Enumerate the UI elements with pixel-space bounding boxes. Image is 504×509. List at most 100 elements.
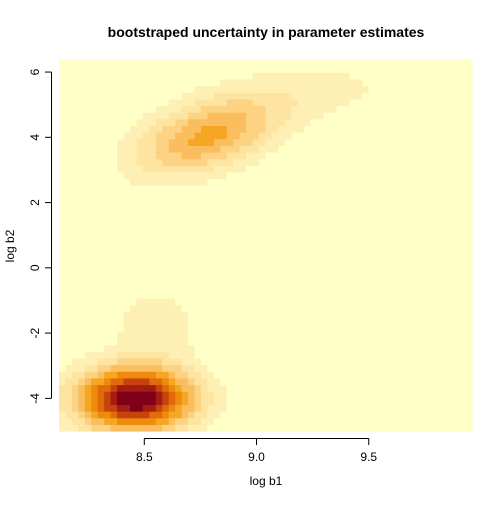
heatmap-cell: [194, 138, 202, 146]
heatmap-cell: [297, 185, 305, 193]
heatmap-cell: [84, 225, 92, 233]
heatmap-cell: [304, 152, 312, 160]
heatmap-cell: [136, 371, 144, 379]
heatmap-cell: [394, 85, 402, 93]
heatmap-cell: [342, 191, 350, 200]
heatmap-cell: [149, 92, 157, 100]
heatmap-cell: [446, 98, 454, 107]
heatmap-cell: [97, 178, 105, 186]
heatmap-cell: [362, 138, 370, 146]
heatmap-cell: [407, 397, 415, 406]
heatmap-cell: [420, 158, 428, 166]
heatmap-cell: [129, 391, 138, 399]
heatmap-cell: [84, 171, 92, 180]
heatmap-cell: [401, 271, 409, 279]
heatmap-cell: [91, 152, 99, 160]
heatmap-cell: [284, 404, 292, 412]
heatmap-cell: [188, 165, 196, 173]
heatmap-cell: [297, 417, 305, 425]
heatmap-cell: [168, 371, 176, 379]
heatmap-cell: [65, 118, 73, 127]
heatmap-cell: [168, 258, 176, 266]
heatmap-cell: [129, 98, 138, 107]
heatmap-cell: [375, 364, 383, 372]
heatmap-cell: [110, 165, 118, 173]
heatmap-cell: [265, 132, 273, 140]
heatmap-cell: [420, 364, 428, 372]
heatmap-cell: [368, 324, 376, 332]
heatmap-cell: [265, 231, 273, 239]
heatmap-cell: [349, 112, 357, 120]
heatmap-cell: [420, 218, 428, 226]
heatmap-cell: [168, 344, 176, 352]
heatmap-cell: [246, 92, 254, 100]
heatmap-cell: [200, 251, 209, 259]
heatmap-cell: [149, 138, 157, 146]
heatmap-cell: [181, 231, 189, 239]
heatmap-cell: [446, 238, 454, 246]
heatmap-cell: [78, 304, 86, 313]
heatmap-cell: [233, 225, 241, 233]
heatmap-cell: [420, 225, 428, 233]
heatmap-cell: [162, 138, 170, 146]
heatmap-cell: [439, 338, 447, 346]
heatmap-cell: [246, 205, 254, 213]
heatmap-cell: [110, 324, 118, 332]
heatmap-cell: [59, 59, 67, 67]
heatmap-cell: [213, 298, 221, 306]
heatmap-cell: [465, 72, 473, 80]
heatmap-cell: [117, 205, 125, 213]
heatmap-cell: [129, 118, 138, 127]
heatmap-cell: [104, 105, 112, 113]
heatmap-cell: [446, 178, 454, 186]
heatmap-cell: [401, 411, 409, 419]
heatmap-cell: [168, 98, 176, 107]
heatmap-cell: [226, 391, 234, 399]
heatmap-cell: [104, 411, 112, 419]
heatmap-cell: [220, 178, 228, 186]
heatmap-cell: [226, 178, 234, 186]
heatmap-cell: [142, 138, 150, 146]
heatmap-cell: [323, 304, 331, 313]
heatmap-cell: [271, 324, 279, 332]
heatmap-cell: [213, 245, 221, 253]
heatmap-cell: [265, 331, 273, 339]
heatmap-cell: [317, 218, 325, 226]
heatmap-cell: [207, 377, 215, 386]
heatmap-cell: [291, 417, 299, 425]
heatmap-cell: [304, 118, 312, 127]
heatmap-cell: [84, 364, 92, 372]
heatmap-cell: [291, 377, 299, 386]
heatmap-cell: [59, 225, 67, 233]
heatmap-cell: [310, 138, 318, 146]
heatmap-cell: [459, 85, 467, 93]
heatmap-cell: [136, 198, 144, 206]
heatmap-cell: [91, 264, 99, 273]
heatmap-cell: [317, 145, 325, 153]
heatmap-cell: [265, 238, 273, 246]
heatmap-cell: [465, 404, 473, 412]
heatmap-cell: [323, 191, 331, 200]
heatmap-cell: [323, 357, 331, 366]
heatmap-cell: [252, 225, 260, 233]
heatmap-cell: [220, 65, 228, 73]
heatmap-cell: [168, 178, 176, 186]
heatmap-cell: [65, 397, 73, 406]
heatmap-cell: [317, 231, 325, 239]
heatmap-cell: [149, 245, 157, 253]
heatmap-cell: [136, 245, 144, 253]
heatmap-cell: [181, 125, 189, 133]
heatmap-cell: [394, 311, 402, 319]
heatmap-cell: [71, 138, 79, 146]
heatmap-cell: [304, 384, 312, 392]
heatmap-cell: [136, 225, 144, 233]
heatmap-cell: [375, 85, 383, 93]
heatmap-cell: [123, 417, 131, 425]
heatmap-cell: [271, 238, 279, 246]
heatmap-cell: [388, 78, 396, 87]
heatmap-cell: [336, 397, 344, 406]
heatmap-cell: [420, 397, 428, 406]
heatmap-cell: [142, 384, 150, 392]
heatmap-cell: [401, 191, 409, 200]
heatmap-cell: [155, 284, 163, 293]
